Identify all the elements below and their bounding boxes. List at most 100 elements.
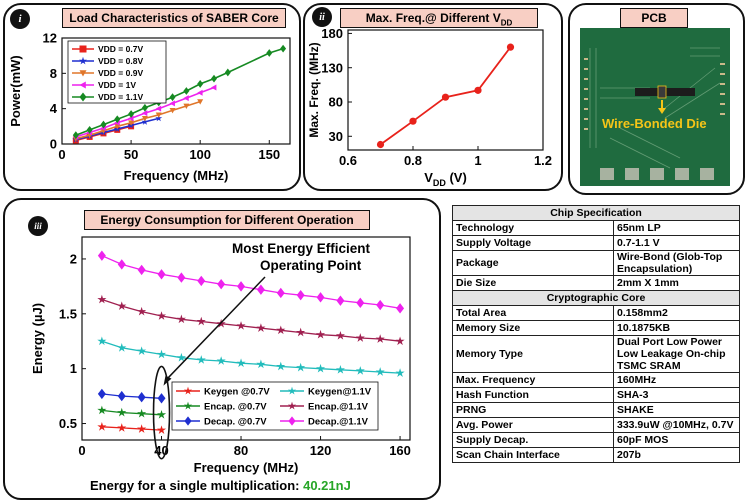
data-point [276, 325, 286, 335]
data-point [137, 408, 147, 418]
data-point [315, 363, 326, 373]
data-point [441, 93, 450, 101]
data-point [196, 316, 206, 326]
data-point [156, 425, 167, 435]
x-tick-label: 160 [389, 443, 411, 458]
data-point [217, 278, 226, 290]
panel-iii-badge: iii [28, 216, 48, 236]
data-point [97, 422, 107, 431]
spec-key: Die Size [452, 275, 614, 291]
data-point [335, 330, 345, 340]
data-point [375, 367, 385, 376]
x-axis-label-main: V [424, 170, 433, 185]
table-row: PRNG SHAKE [452, 402, 740, 418]
data-point [155, 114, 163, 122]
series-line [101, 393, 162, 399]
y-tick-label: 130 [321, 60, 343, 75]
panel-ii-title-sub: DD [500, 18, 513, 28]
table-row: Max. Frequency 160MHz [452, 372, 740, 388]
data-point [117, 390, 126, 402]
annotation-arrow-line [164, 276, 266, 382]
y-tick-label: 2 [70, 251, 77, 266]
data-point [137, 346, 147, 355]
panel-i-title: Load Characteristics of SABER Core [62, 8, 286, 28]
data-point [86, 125, 93, 134]
data-point [474, 86, 482, 94]
data-point [156, 311, 167, 320]
data-point [137, 424, 147, 433]
y-tick-label: 8 [50, 66, 57, 81]
data-point [335, 364, 345, 374]
data-point [117, 343, 127, 352]
pcb-label: Wire-Bonded Die [602, 116, 707, 131]
data-point [256, 359, 266, 369]
x-tick-label: 0 [78, 443, 85, 458]
legend-label: VDD = 0.7V [98, 44, 143, 54]
chip-spec-table: Chip Specification Technology 65nm LP Suppl… [452, 205, 740, 463]
series-line [101, 298, 401, 342]
series-line [101, 426, 162, 431]
data-point [128, 120, 135, 126]
legend-label: Keygen @0.7V [204, 387, 270, 398]
plot-frame [61, 37, 291, 145]
legend-marker [79, 92, 87, 102]
data-point [156, 409, 167, 419]
energy-annotation-line2: Operating Point [260, 258, 362, 273]
x-axis-label-unit: (V) [446, 170, 467, 185]
data-point [177, 272, 186, 283]
legend-marker [287, 386, 297, 395]
data-point [395, 336, 405, 346]
table-section-row: Chip Specification [452, 205, 740, 221]
data-point [117, 407, 127, 417]
spec-key: Memory Size [452, 320, 614, 336]
legend-label: Encap. @0.7V [204, 402, 267, 413]
panel-max-frequency [303, 3, 563, 191]
data-point [336, 295, 345, 306]
data-point [141, 118, 149, 125]
series-line [101, 255, 401, 309]
y-tick-label: 4 [50, 101, 58, 116]
panel-pcb-title: PCB [620, 8, 688, 28]
data-point [176, 314, 186, 324]
table-section-row: Cryptographic Core [452, 290, 740, 306]
spec-key: Total Area [452, 305, 614, 321]
data-point [395, 368, 405, 377]
legend-marker [184, 416, 192, 426]
y-tick-label: 80 [329, 95, 343, 110]
data-point [236, 358, 246, 368]
spec-value: Dual Port Low Power Low Leakage On-chip … [613, 335, 740, 373]
data-point [176, 352, 186, 362]
table-row: Scan Chain Interface 207b [452, 447, 740, 463]
series-line [101, 409, 162, 416]
data-point [117, 301, 127, 311]
spec-key: PRNG [452, 402, 614, 418]
x-axis-label: Frequency (MHz) [194, 460, 299, 475]
spec-value: 65nm LP [613, 220, 740, 236]
x-tick-label: 0 [58, 147, 65, 162]
data-point [137, 306, 147, 316]
series-line [75, 100, 201, 140]
x-tick-label: 80 [234, 443, 248, 458]
x-tick-label: 150 [258, 147, 280, 162]
data-point [169, 108, 176, 114]
data-point [183, 95, 189, 102]
annotation-arrow-head [163, 375, 172, 386]
legend-marker [79, 70, 87, 77]
data-point [97, 336, 107, 346]
x-axis-label-sub: DD [433, 178, 446, 188]
legend-marker [287, 401, 297, 410]
y-axis-label: Max. Freq. (MHz) [307, 42, 321, 137]
panel-i-badge: i [10, 9, 30, 29]
data-point [355, 333, 365, 342]
table-row: Package Wire-Bond (Glob-Top Encapsulation… [452, 250, 740, 276]
table-row: Memory Type Dual Port Low Power Low Leaka… [452, 335, 740, 373]
spec-value: 0.7-1.1 V [613, 235, 740, 251]
data-point [224, 68, 231, 77]
efficiency-highlight-ellipse [152, 365, 171, 460]
legend-label: VDD = 0.8V [98, 56, 143, 66]
spec-key: Supply Decap. [452, 432, 614, 448]
y-tick-label: 0 [50, 137, 57, 152]
